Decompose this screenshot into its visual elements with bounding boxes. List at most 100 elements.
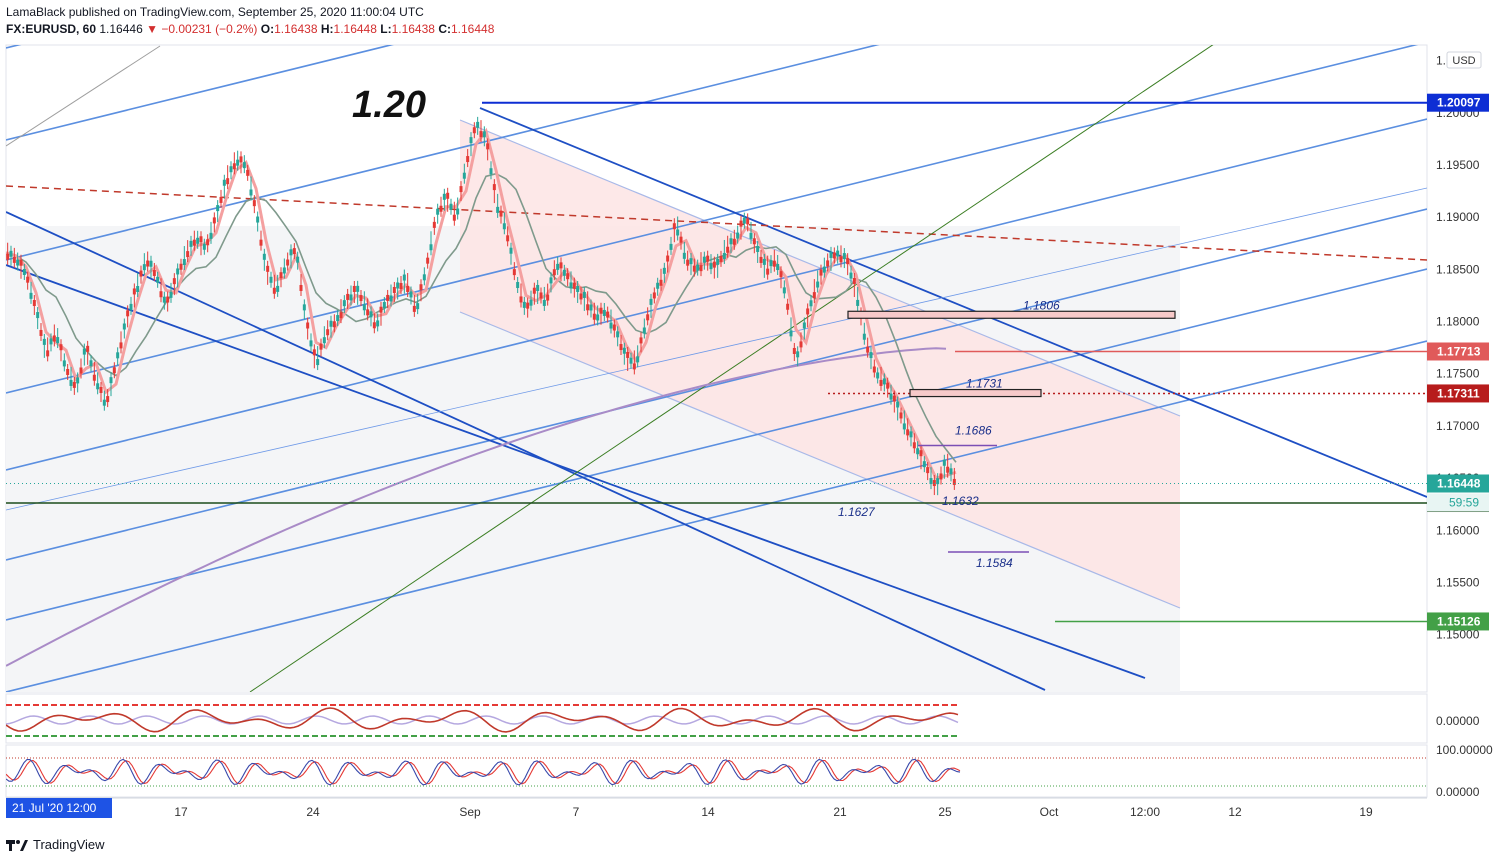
candle-body	[82, 348, 86, 355]
symbol[interactable]: FX:EURUSD, 60	[6, 22, 97, 36]
candle-body	[909, 431, 913, 438]
candle-body	[119, 342, 123, 349]
price-label-text: 1.17713	[1437, 344, 1481, 358]
candle-body	[176, 268, 180, 275]
candle-body	[632, 363, 636, 370]
level-annotation: 1.1806	[1023, 298, 1060, 312]
candle-body	[699, 265, 703, 272]
candle-body	[422, 274, 426, 281]
candle-body	[542, 299, 546, 306]
candle-body	[796, 351, 800, 358]
close-label: C:	[438, 22, 451, 36]
candle-body	[462, 172, 466, 179]
candle-body	[336, 315, 340, 322]
candle-body	[882, 378, 886, 385]
candle-body	[52, 335, 56, 342]
candle-body	[386, 294, 390, 301]
candle-body	[472, 127, 476, 134]
candle-body	[436, 208, 440, 215]
candle-body	[79, 367, 83, 374]
green-trendline	[249, 45, 1214, 692]
candle-body	[499, 210, 503, 217]
candle-body	[169, 291, 173, 298]
candle-body	[239, 156, 243, 163]
high-label: H:	[320, 22, 334, 36]
candle-body	[439, 205, 443, 212]
candle-body	[762, 258, 766, 265]
low-value: 1.16438	[391, 22, 435, 36]
candle-body	[329, 320, 333, 327]
candle-body	[292, 248, 296, 255]
candle-body	[902, 423, 906, 430]
candle-body	[342, 300, 346, 307]
candle-body	[616, 331, 620, 338]
candle-body	[586, 304, 590, 311]
candle-body	[142, 264, 146, 271]
candle-body	[599, 307, 603, 314]
candle-body	[609, 322, 613, 329]
candle-body	[816, 281, 820, 288]
price-label-text: 1.16448	[1437, 476, 1481, 490]
candle-body	[339, 312, 343, 319]
candle-body	[76, 377, 80, 384]
candle-body	[786, 303, 790, 310]
time-axis[interactable]: 17 24 Sep 7 14 21 25 Oct 12:00 12 19	[174, 805, 1373, 819]
level-annotation: 1.1731	[966, 377, 1003, 391]
candle-body	[926, 467, 930, 474]
price-tick: 1.19000	[1436, 210, 1480, 224]
ascending-channel-lines	[6, 45, 1427, 692]
candle-body	[899, 412, 903, 419]
candle-body	[526, 302, 530, 309]
candle-body	[772, 260, 776, 267]
currency-badge[interactable]	[1446, 51, 1482, 69]
candle-body	[579, 293, 583, 300]
candle-body	[482, 131, 486, 138]
candle-body	[222, 179, 226, 186]
candle-body	[116, 352, 120, 359]
candle-body	[646, 314, 650, 321]
close-value: 1.16448	[450, 22, 495, 36]
descending-line-middle	[6, 264, 1146, 679]
descending-line-upper	[479, 107, 1427, 498]
candle-body	[749, 232, 753, 239]
candle-body	[162, 296, 166, 303]
candle-body	[149, 260, 153, 267]
candle-body	[399, 283, 403, 290]
candle-body	[36, 312, 40, 319]
candle-body	[276, 285, 280, 292]
candle-body	[602, 309, 606, 316]
candle-body	[789, 330, 793, 337]
candle-body	[516, 282, 520, 289]
red-dashed-trendline	[6, 185, 1427, 261]
candle-body	[279, 272, 283, 279]
candle-body	[706, 255, 710, 262]
candle-body	[442, 193, 446, 200]
time-tick: 14	[701, 805, 715, 819]
candle-body	[202, 243, 206, 250]
candle-body	[582, 291, 586, 298]
candle-body	[476, 121, 480, 128]
candle-body	[46, 350, 50, 357]
price-tick: 1.18500	[1436, 262, 1480, 276]
candle-body	[492, 184, 496, 191]
zone-1-1806	[847, 310, 1176, 319]
footer-brand[interactable]: TradingView	[33, 837, 105, 852]
candle-body	[252, 200, 256, 207]
candle-body	[729, 238, 733, 245]
candle-body	[636, 356, 640, 363]
candle-body	[416, 303, 420, 310]
candle-body	[9, 250, 13, 257]
candle-body	[282, 267, 286, 274]
candle-body	[226, 178, 230, 185]
down-channel-bottom	[459, 311, 1181, 609]
candle-body	[452, 214, 456, 221]
candle-body	[849, 272, 853, 279]
candle-body	[6, 253, 10, 260]
candle-body	[802, 322, 806, 329]
candle-body	[322, 337, 326, 344]
high-value: 1.16448	[333, 22, 377, 36]
price-tick: 1.16000	[1436, 523, 1480, 537]
candle-body	[759, 256, 763, 263]
candle-body	[656, 282, 660, 289]
